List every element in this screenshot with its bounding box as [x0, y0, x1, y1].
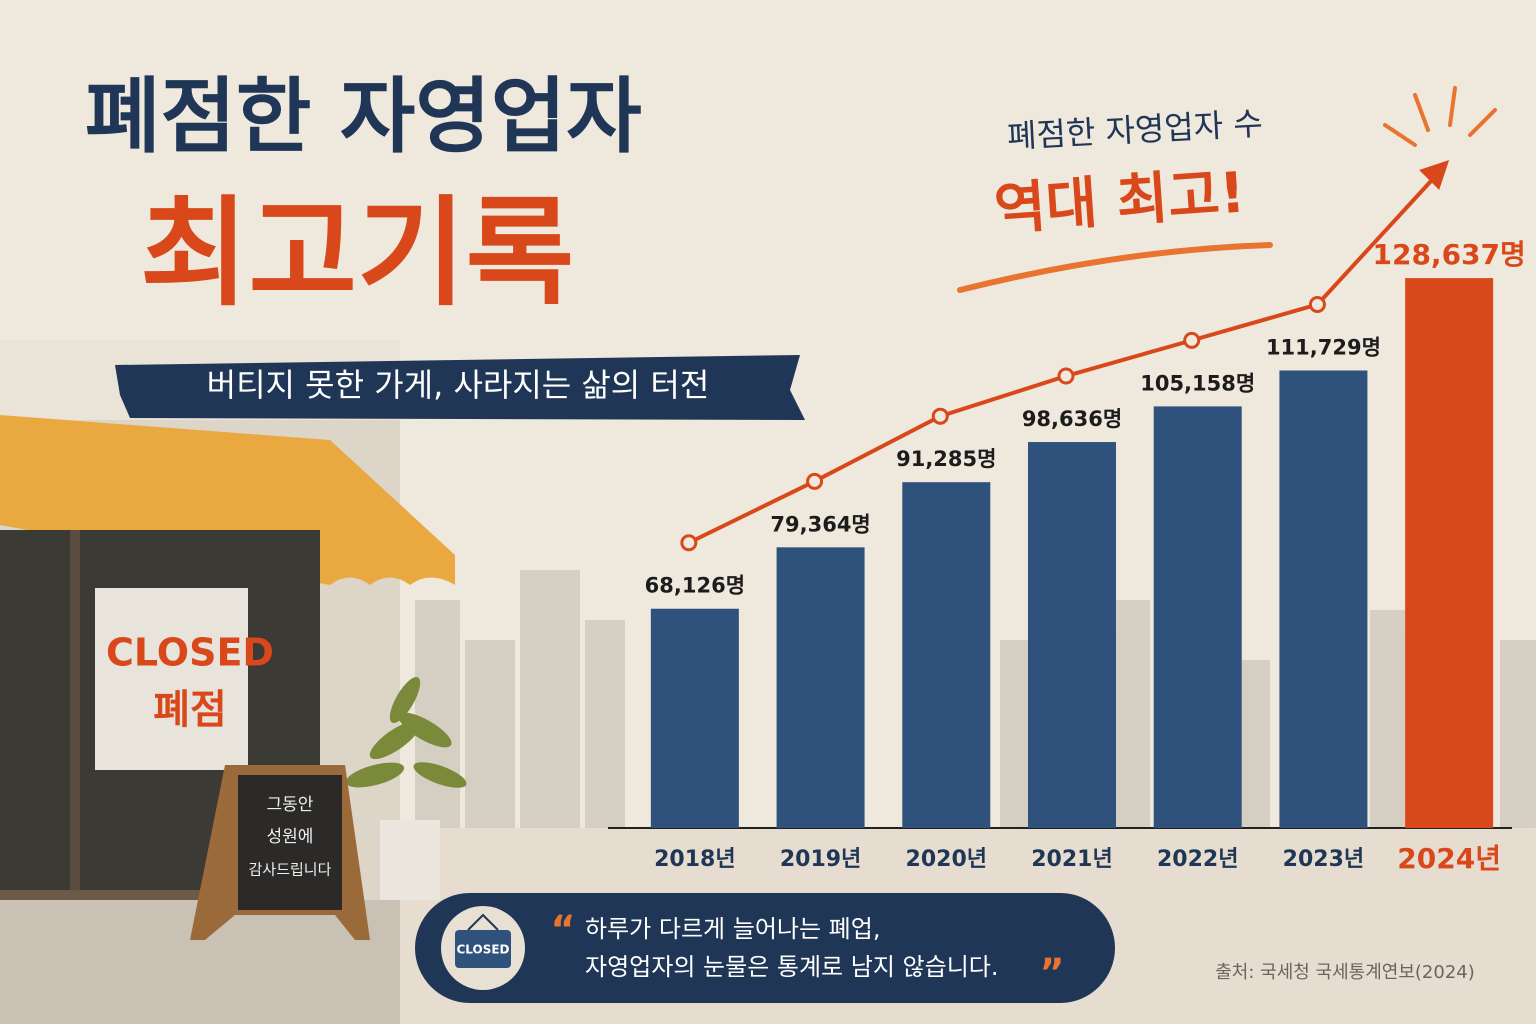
badge-text: CLOSED: [456, 943, 509, 957]
trend-point: [680, 534, 698, 552]
trend-point: [806, 472, 824, 490]
badge-string: [467, 913, 499, 931]
quote-text: 하루가 다르게 늘어나는 폐업,: [585, 915, 880, 943]
bar: [776, 547, 865, 828]
x-tick-label: 2020년: [906, 847, 987, 872]
quote-text: 자영업자의 눈물은 통계로 남지 않습니다.: [585, 953, 999, 981]
burst: [1383, 86, 1497, 147]
chart-title-highlight: 최고기록: [140, 184, 574, 322]
x-tick-label: 2023년: [1283, 847, 1364, 872]
bar: [1153, 406, 1242, 828]
bar: [1279, 370, 1368, 828]
storefront: [0, 340, 467, 1024]
source: 출처: 국세청 국세통계연보(2024): [1215, 962, 1475, 983]
board-text: 감사드립니다: [249, 861, 332, 879]
subtitle-brush: [115, 355, 805, 420]
value-label: 79,364명: [770, 512, 870, 536]
trend-arrow: [1315, 168, 1443, 306]
x-tick-label: 2021년: [1031, 847, 1112, 872]
quote-box: [415, 893, 1115, 1003]
x-tick-label: 2024년: [1397, 842, 1501, 875]
trend-point: [931, 407, 949, 425]
annotation-underline: [957, 242, 1273, 293]
bar: [902, 482, 991, 828]
x-tick-label: 2018년: [654, 847, 735, 872]
subtitle: 버티지 못한 가게, 사라지는 삶의 터전: [207, 366, 710, 404]
arrow-head: [1419, 160, 1450, 190]
x-tick-label: 2019년: [780, 847, 861, 872]
bar: [650, 608, 739, 828]
sign-text: CLOSED: [106, 631, 274, 675]
value-label: 68,126명: [645, 574, 745, 598]
chart-title: 폐점한 자영업자: [85, 69, 642, 164]
trend-point: [1183, 331, 1201, 349]
quote-mark: “: [551, 908, 576, 952]
board-text: 그동안: [267, 795, 314, 815]
trend-line: [687, 302, 1318, 545]
x-tick-label: 2022년: [1157, 847, 1238, 872]
bar: [1028, 442, 1116, 828]
sign-text: 폐점: [153, 687, 227, 733]
badge-sign: [455, 930, 511, 968]
value-label: 98,636명: [1022, 407, 1122, 431]
board-text: 성원에: [267, 827, 314, 847]
quote-mark: ”: [1040, 951, 1065, 995]
value-label: 111,729명: [1266, 335, 1381, 359]
trend-point: [1057, 367, 1075, 385]
value-label: 105,158명: [1140, 371, 1255, 395]
trend-point: [1308, 295, 1326, 313]
bar: [1405, 278, 1494, 828]
value-label: 128,637명: [1372, 238, 1525, 271]
value-label: 91,285명: [896, 447, 996, 471]
